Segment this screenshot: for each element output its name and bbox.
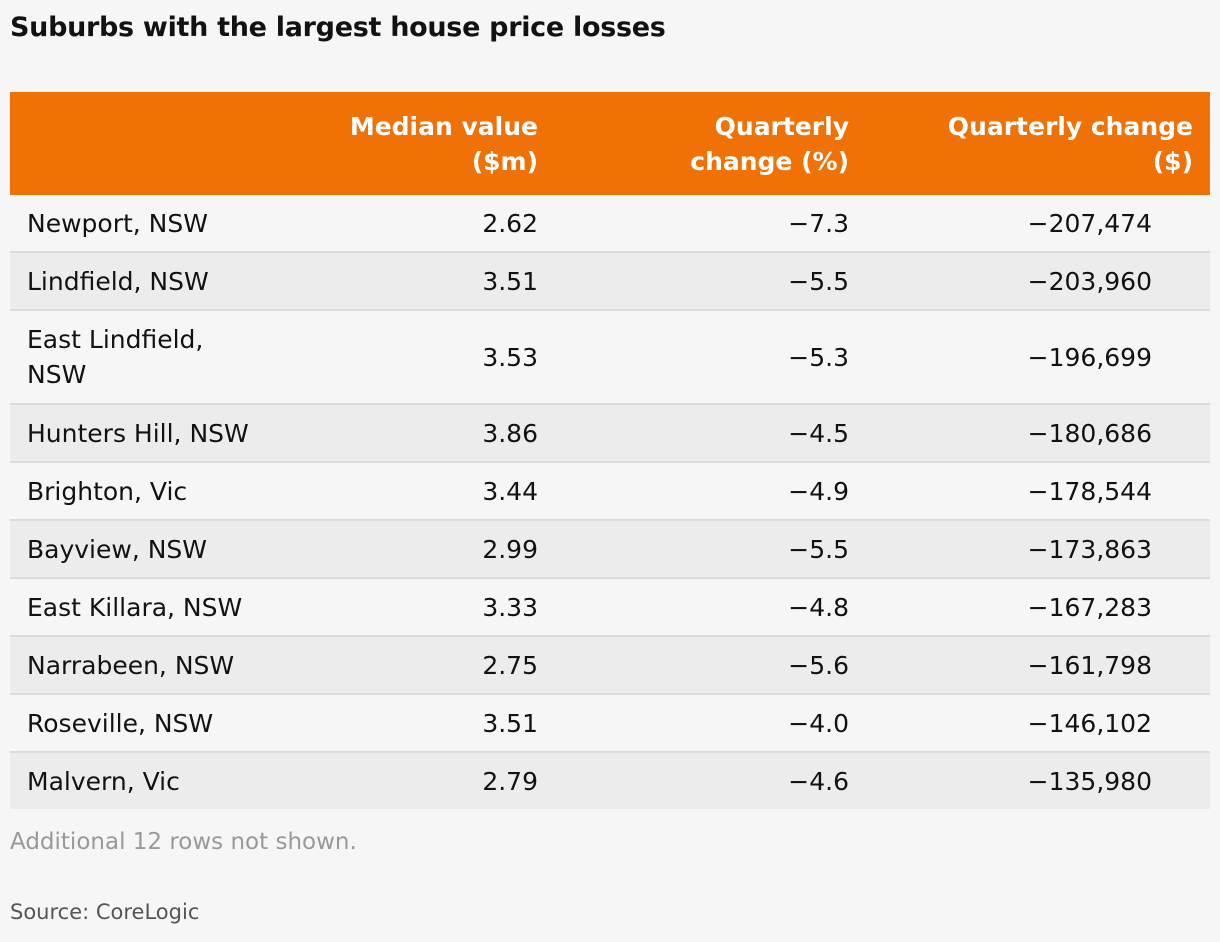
quarterly-change-pct-cell: −5.3: [788, 342, 849, 372]
table-row: Newport, NSW 2.62 −7.3 −207,474: [10, 195, 1210, 253]
header-quarterly-change-dollars-line2: ($): [1152, 147, 1193, 176]
header-quarterly-change-dollars: Quarterly change ($): [948, 109, 1193, 179]
quarterly-change-dollars-cell: −180,686: [1027, 418, 1152, 448]
table-row: Brighton, Vic 3.44 −4.9 −178,544: [10, 463, 1210, 521]
suburb-cell: Hunters Hill, NSW: [27, 418, 249, 448]
quarterly-change-dollars-cell: −196,699: [1027, 342, 1152, 372]
quarterly-change-dollars-cell: −207,474: [1027, 208, 1152, 238]
table-row: Roseville, NSW 3.51 −4.0 −146,102: [10, 695, 1210, 753]
source-credit: Source: CoreLogic: [10, 900, 200, 924]
table-row: Lindfield, NSW 3.51 −5.5 −203,960: [10, 253, 1210, 311]
header-quarterly-change-dollars-line1: Quarterly change: [947, 112, 1193, 141]
suburb-cell: Narrabeen, NSW: [27, 650, 235, 680]
suburb-cell: Bayview, NSW: [27, 534, 208, 564]
suburb-cell: East Killara, NSW: [27, 592, 243, 622]
median-value-cell: 3.51: [482, 708, 538, 738]
median-value-cell: 3.44: [482, 476, 538, 506]
table-row: East Killara, NSW 3.33 −4.8 −167,283: [10, 579, 1210, 637]
header-quarterly-change-pct-line2: change (%): [690, 147, 849, 176]
table-row: East Lindfield, NSW 3.53 −5.3 −196,699: [10, 311, 1210, 405]
table-row: Narrabeen, NSW 2.75 −5.6 −161,798: [10, 637, 1210, 695]
data-table: Median value ($m) Quarterly change (%) Q…: [10, 92, 1210, 809]
quarterly-change-dollars-cell: −178,544: [1027, 476, 1152, 506]
chart-title: Suburbs with the largest house price los…: [10, 12, 666, 43]
suburb-cell: Lindfield, NSW: [27, 266, 209, 296]
quarterly-change-pct-cell: −4.6: [788, 766, 849, 796]
suburb-cell: Roseville, NSW: [27, 708, 214, 738]
suburb-cell: Malvern, Vic: [27, 766, 180, 796]
table-header: Median value ($m) Quarterly change (%) Q…: [10, 92, 1210, 195]
quarterly-change-pct-cell: −4.0: [788, 708, 849, 738]
table-row: Malvern, Vic 2.79 −4.6 −135,980: [10, 753, 1210, 809]
quarterly-change-pct-cell: −5.5: [788, 534, 849, 564]
table-row: Bayview, NSW 2.99 −5.5 −173,863: [10, 521, 1210, 579]
median-value-cell: 3.53: [482, 342, 538, 372]
quarterly-change-pct-cell: −7.3: [788, 208, 849, 238]
quarterly-change-dollars-cell: −135,980: [1027, 766, 1152, 796]
median-value-cell: 3.33: [482, 592, 538, 622]
suburb-cell: East Lindfield, NSW: [27, 325, 204, 389]
table-body: Newport, NSW 2.62 −7.3 −207,474 Lindfield, N…: [10, 195, 1210, 809]
median-value-cell: 2.62: [482, 208, 538, 238]
quarterly-change-pct-cell: −5.5: [788, 266, 849, 296]
median-value-cell: 2.79: [482, 766, 538, 796]
header-quarterly-change-pct-line1: Quarterly: [714, 112, 849, 141]
header-quarterly-change-pct: Quarterly change (%): [690, 109, 849, 179]
header-median-value: Median value ($m): [350, 109, 538, 179]
table-row: Hunters Hill, NSW 3.86 −4.5 −180,686: [10, 405, 1210, 463]
rows-not-shown-note: Additional 12 rows not shown.: [10, 829, 357, 855]
median-value-cell: 3.51: [482, 266, 538, 296]
suburb-cell: Newport, NSW: [27, 208, 208, 238]
quarterly-change-pct-cell: −5.6: [788, 650, 849, 680]
quarterly-change-dollars-cell: −203,960: [1027, 266, 1152, 296]
median-value-cell: 3.86: [482, 418, 538, 448]
quarterly-change-dollars-cell: −173,863: [1027, 534, 1152, 564]
header-median-value-line1: Median value: [349, 112, 538, 141]
quarterly-change-dollars-cell: −146,102: [1027, 708, 1152, 738]
header-median-value-line2: ($m): [471, 147, 538, 176]
quarterly-change-dollars-cell: −167,283: [1027, 592, 1152, 622]
median-value-cell: 2.75: [482, 650, 538, 680]
suburb-cell: Brighton, Vic: [27, 476, 188, 506]
quarterly-change-pct-cell: −4.9: [788, 476, 849, 506]
median-value-cell: 2.99: [482, 534, 538, 564]
quarterly-change-pct-cell: −4.5: [788, 418, 849, 448]
quarterly-change-pct-cell: −4.8: [788, 592, 849, 622]
quarterly-change-dollars-cell: −161,798: [1027, 650, 1152, 680]
